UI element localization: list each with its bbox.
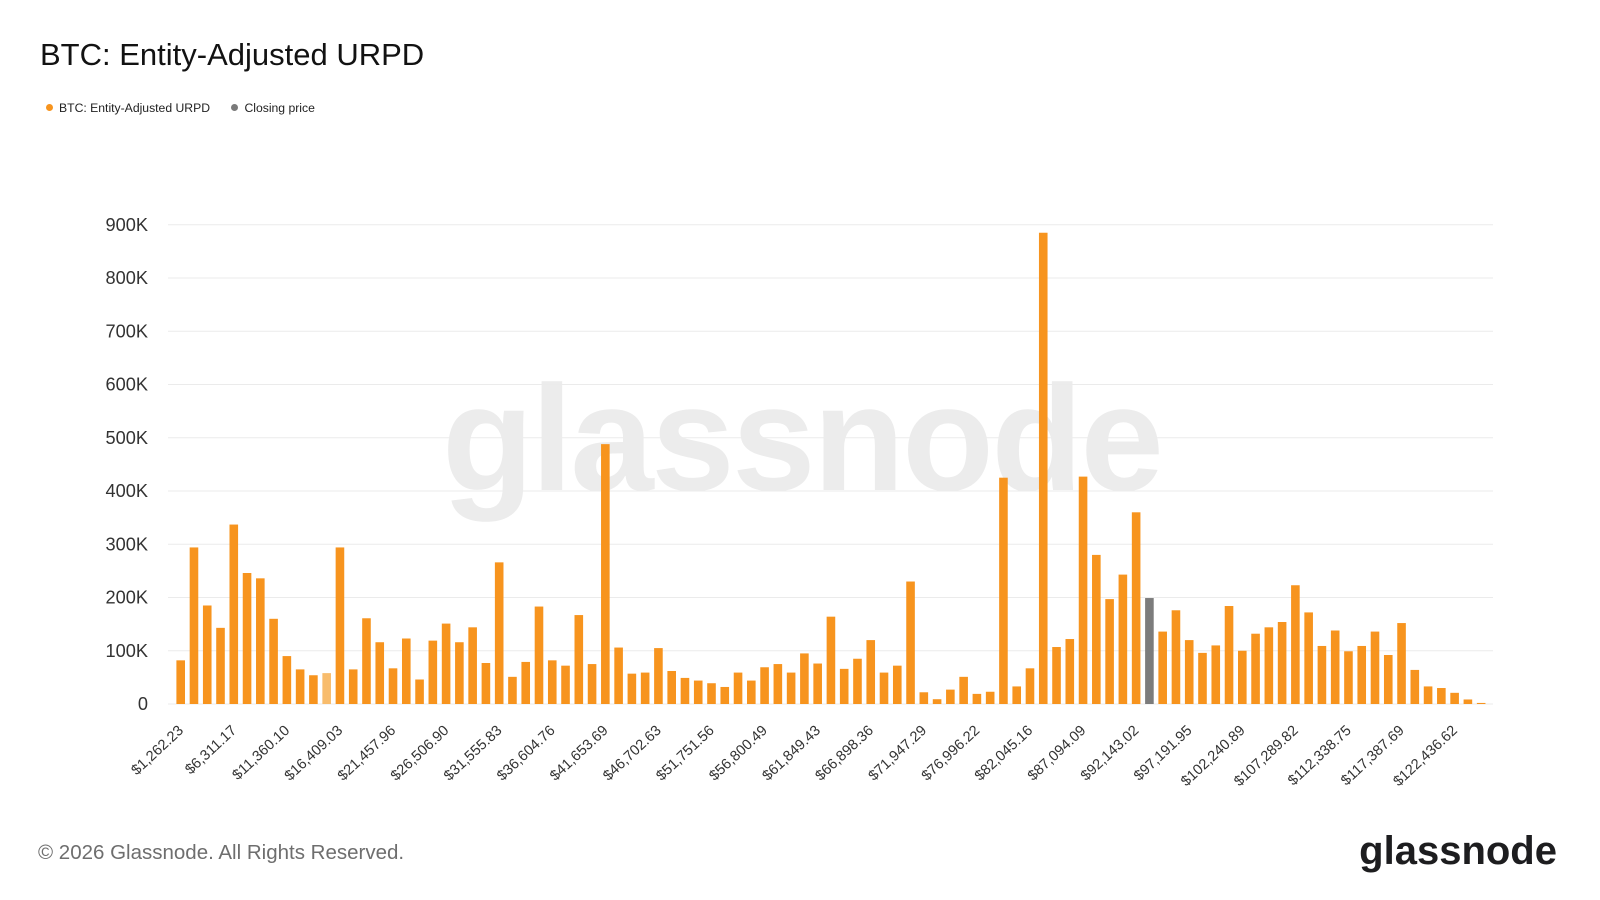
svg-text:100K: 100K (106, 641, 148, 661)
svg-text:200K: 200K (106, 588, 148, 608)
svg-text:300K: 300K (106, 535, 148, 555)
svg-text:400K: 400K (106, 481, 148, 501)
svg-text:700K: 700K (106, 321, 148, 341)
svg-text:0: 0 (138, 694, 148, 714)
svg-text:600K: 600K (106, 375, 148, 395)
svg-text:$1,262.23: $1,262.23 (129, 723, 187, 779)
svg-text:800K: 800K (106, 268, 148, 288)
svg-text:500K: 500K (106, 428, 148, 448)
svg-text:900K: 900K (106, 215, 148, 235)
